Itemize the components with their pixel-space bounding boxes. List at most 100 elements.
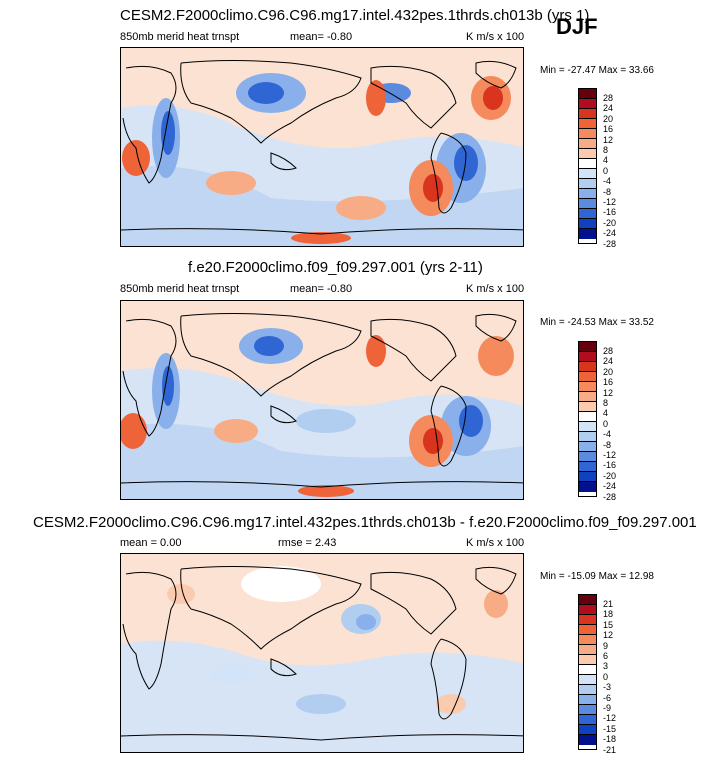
colorbar-swatch (579, 169, 596, 179)
panel-2-minmax: Min = -24.53 Max = 33.52 (540, 317, 654, 328)
colorbar-tick-label: 16 (603, 377, 614, 388)
panel-3-rmse-label: rmse = 2.43 (278, 537, 337, 549)
panel-3-units-label: K m/s x 100 (466, 537, 525, 549)
colorbar-swatch (579, 109, 596, 119)
colorbar-tick-label: -18 (603, 734, 617, 745)
colorbar-swatch (579, 725, 596, 735)
colorbar-swatch (579, 382, 596, 392)
colorbar-swatch (579, 615, 596, 625)
panel-3-minmax: Min = -15.09 Max = 12.98 (540, 571, 654, 582)
colorbar-tick-label: -4 (603, 429, 612, 440)
colorbar-swatch (579, 645, 596, 655)
panel-1-colorbar (578, 88, 597, 244)
colorbar-tick-label: -8 (603, 439, 612, 450)
colorbar-tick-label: -28 (603, 491, 617, 502)
colorbar-swatch (579, 352, 596, 362)
colorbar-tick-label: -12 (603, 450, 617, 460)
colorbar-swatch (579, 209, 596, 219)
colorbar-swatch (579, 625, 596, 635)
colorbar-swatch (579, 159, 596, 169)
colorbar-swatch (579, 149, 596, 159)
colorbar-swatch (579, 189, 596, 199)
panel-1-map (120, 47, 524, 247)
panel-1-minmax: Min = -27.47 Max = 33.66 (540, 65, 654, 76)
colorbar-swatch (579, 362, 596, 372)
colorbar-tick-label: -21 (603, 744, 617, 755)
colorbar-swatch (579, 705, 596, 715)
colorbar-swatch (579, 402, 596, 412)
colorbar-swatch (579, 482, 596, 492)
colorbar-swatch (579, 442, 596, 452)
colorbar-tick-label: -16 (603, 207, 617, 218)
colorbar-swatch (579, 452, 596, 462)
colorbar-swatch (579, 695, 596, 705)
panel-3-mean-label: mean = 0.00 (120, 537, 182, 549)
colorbar-tick-label: 28 (603, 93, 614, 103)
colorbar-tick-label: -8 (603, 186, 612, 197)
colorbar-swatch (579, 99, 596, 109)
colorbar-tick-label: -24 (603, 481, 617, 492)
season-label: DJF (556, 14, 598, 39)
panel-2-variable-label: 850mb merid heat trnspt (120, 283, 240, 295)
colorbar-swatch (579, 412, 596, 422)
colorbar-tick-label: 8 (603, 145, 609, 155)
colorbar-swatch (579, 422, 596, 432)
colorbar-tick-label: 12 (603, 630, 614, 641)
colorbar-swatch (579, 735, 596, 745)
panel-1-title: CESM2.F2000climo.C96.C96.mg17.intel.432p… (120, 7, 590, 24)
colorbar-swatch (579, 199, 596, 209)
colorbar-swatch (579, 635, 596, 645)
colorbar-swatch (579, 472, 596, 482)
colorbar-tick-label: 21 (603, 599, 614, 609)
colorbar-tick-label: 20 (603, 366, 614, 377)
colorbar-tick-label: 28 (603, 346, 614, 356)
panel-3-contour-field (121, 554, 523, 752)
colorbar-tick-label: 9 (603, 640, 609, 651)
colorbar-swatch (579, 139, 596, 149)
colorbar-tick-label: 6 (603, 651, 609, 661)
colorbar-tick-label: 24 (603, 356, 614, 367)
colorbar-tick-label: -4 (603, 176, 612, 187)
colorbar-swatch (579, 119, 596, 129)
colorbar-tick-label: 12 (603, 387, 614, 398)
colorbar-tick-label: 16 (603, 124, 614, 135)
colorbar-swatch (579, 342, 596, 352)
colorbar-swatch (579, 665, 596, 675)
panel-2-contour-field (121, 301, 523, 499)
colorbar-tick-label: 0 (603, 165, 609, 176)
colorbar-tick-label: 15 (603, 619, 614, 630)
colorbar-tick-label: 0 (603, 418, 609, 429)
panel-3-map (120, 553, 524, 753)
panel-1-units-label: K m/s x 100 (466, 31, 525, 43)
panel-1-contour-field (121, 48, 523, 246)
colorbar-swatch (579, 675, 596, 685)
colorbar-swatch (579, 605, 596, 615)
panel-2-map (120, 300, 524, 500)
colorbar-swatch (579, 595, 596, 605)
colorbar-tick-label: 0 (603, 671, 609, 682)
colorbar-swatch (579, 462, 596, 472)
colorbar-tick-label: -9 (603, 703, 612, 713)
colorbar-tick-label: 4 (603, 408, 609, 419)
colorbar-tick-label: -20 (603, 217, 617, 228)
colorbar-tick-label: 20 (603, 113, 614, 124)
colorbar-swatch (579, 685, 596, 695)
colorbar-tick-label: 3 (603, 661, 609, 672)
colorbar-tick-label: 12 (603, 134, 614, 145)
colorbar-tick-label: -6 (603, 692, 612, 703)
colorbar-swatch (579, 89, 596, 99)
colorbar-swatch (579, 372, 596, 382)
colorbar-tick-label: 18 (603, 609, 614, 620)
colorbar-tick-label: -24 (603, 228, 617, 239)
colorbar-tick-label: -20 (603, 470, 617, 481)
colorbar-tick-label: -12 (603, 197, 617, 207)
colorbar-swatch (579, 179, 596, 189)
colorbar-swatch (579, 229, 596, 239)
colorbar-tick-label: -16 (603, 460, 617, 471)
panel-2-title: f.e20.F2000climo.f09_f09.297.001 (yrs 2-… (188, 259, 483, 276)
colorbar-swatch (579, 432, 596, 442)
colorbar-tick-label: -28 (603, 238, 617, 249)
panel-2-colorbar (578, 341, 597, 497)
colorbar-swatch (579, 392, 596, 402)
colorbar-tick-label: -12 (603, 713, 617, 724)
